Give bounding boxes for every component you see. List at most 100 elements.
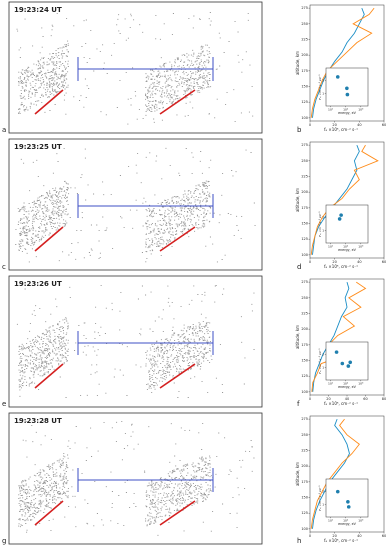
inset-y-tick-label: 2: [322, 79, 324, 83]
y-tick-label: 250: [301, 22, 308, 26]
inset-y-tick-label: 2: [322, 216, 324, 220]
profile-line: [310, 418, 360, 529]
y-tick-label: 225: [301, 37, 308, 41]
x-axis-label: fₑ ×10⁵, cm⁻² s⁻¹: [324, 264, 358, 269]
y-tick-label: 275: [301, 6, 308, 10]
inset-x-tick-label: 10³: [358, 382, 364, 386]
y-tick-label: 125: [301, 511, 308, 515]
inset-y-tick-label: 1: [322, 365, 324, 369]
x-tick-label: 60: [382, 123, 386, 127]
inset-y-tick-label: 1: [322, 228, 324, 232]
y-tick-label: 175: [301, 206, 308, 210]
inset-x-label: energy, eV: [338, 111, 357, 115]
image-panel: [8, 1, 263, 134]
y-tick-label: 150: [301, 222, 308, 226]
inset-x-tick-label: 10³: [358, 519, 364, 523]
image-panel: [8, 138, 263, 271]
inset-point: [334, 350, 339, 354]
y-tick-label: 150: [301, 359, 308, 363]
inset-x-tick-label: 10¹: [328, 108, 334, 112]
x-tick-label: 20: [332, 534, 336, 538]
x-axis-label: fₑ ×10⁵, cm⁻² s⁻¹: [324, 401, 358, 406]
x-tick-label: 40: [357, 534, 361, 538]
x-tick-label: 60: [382, 260, 386, 264]
y-tick-label: 150: [301, 496, 308, 500]
y-axis-label: altitude, km: [295, 325, 300, 349]
y-tick-label: 250: [301, 433, 308, 437]
y-tick-label: 175: [301, 69, 308, 73]
inset-y-label: Fₑ, cm⁻² s⁻¹ eV⁻¹: [318, 348, 322, 374]
inset-y-tick-label: 2: [322, 353, 324, 357]
x-tick-label: 20: [326, 397, 330, 401]
arc-marker: [34, 89, 64, 115]
panel-letter: a: [2, 126, 6, 134]
arc-marker: [159, 89, 196, 115]
inset-x-tick-label: 10³: [358, 108, 364, 112]
inset-point: [345, 86, 349, 91]
inset-frame: [325, 204, 369, 244]
profile-line: [310, 144, 379, 255]
profile-line: [311, 281, 367, 392]
profile-line: [312, 282, 350, 392]
profile-line: [312, 418, 350, 529]
y-tick-label: 125: [301, 374, 308, 378]
x-tick-label: 0: [309, 260, 311, 264]
arc-marker: [34, 363, 64, 389]
inset-x-label: energy, eV: [338, 248, 357, 252]
arc-marker: [34, 226, 64, 252]
inset-point: [345, 92, 350, 97]
y-tick-label: 225: [301, 311, 308, 315]
arc-marker: [159, 226, 196, 252]
inset-x-tick-label: 10¹: [328, 519, 334, 523]
y-tick-label: 225: [301, 448, 308, 452]
image-speckles: [18, 420, 255, 536]
y-tick-label: 100: [301, 116, 308, 120]
y-tick-label: 175: [301, 480, 308, 484]
y-tick-label: 250: [301, 296, 308, 300]
y-axis-label: altitude, km: [295, 462, 300, 486]
inset-point: [335, 489, 340, 494]
inset-y-label: Fₑ, cm⁻² s⁻¹ eV⁻¹: [318, 74, 322, 100]
x-axis-label: fₑ ×10⁵, cm⁻² s⁻¹: [324, 538, 358, 543]
x-tick-label: 20: [332, 260, 336, 264]
x-tick-label: 20: [332, 123, 336, 127]
y-tick-label: 275: [301, 143, 308, 147]
y-tick-label: 150: [301, 85, 308, 89]
arc-marker: [34, 500, 64, 526]
x-tick-label: 60: [382, 534, 386, 538]
inset-x-tick-label: 10²: [343, 519, 349, 523]
inset-x-label: energy, eV: [338, 522, 357, 526]
x-tick-label: 40: [357, 260, 361, 264]
y-tick-label: 125: [301, 100, 308, 104]
x-tick-label: 80: [382, 397, 386, 401]
y-tick-label: 275: [301, 280, 308, 284]
panel-letter: d: [297, 263, 301, 271]
y-tick-label: 200: [301, 190, 308, 194]
x-axis-label: fₑ ×10⁵, cm⁻² s⁻¹: [324, 127, 358, 132]
panel-letter: h: [297, 537, 301, 545]
time-label: 19:23:28 UT: [14, 417, 62, 425]
image-speckles: [16, 12, 254, 125]
inset-x-tick-label: 10²: [343, 245, 349, 249]
y-tick-label: 200: [301, 327, 308, 331]
inset-point: [346, 505, 351, 509]
inset-y-tick-label: 1: [322, 91, 324, 95]
time-label: 19:23:24 UT: [14, 6, 62, 14]
inset-x-tick-label: 10²: [343, 382, 349, 386]
y-tick-label: 125: [301, 237, 308, 241]
inset-frame: [325, 341, 369, 381]
inset-y-label: Fₑ, cm⁻² s⁻¹ eV⁻¹: [318, 485, 322, 511]
x-tick-label: 40: [357, 123, 361, 127]
image-speckles: [16, 284, 255, 398]
inset-x-tick-label: 10¹: [328, 245, 334, 249]
inset-point: [335, 75, 340, 79]
inset-point: [339, 213, 343, 217]
inset-x-tick-label: 10¹: [328, 382, 334, 386]
inset-x-label: energy, eV: [338, 385, 357, 389]
panel-letter: c: [2, 263, 6, 271]
inset-point: [337, 217, 342, 221]
x-tick-label: 60: [363, 397, 367, 401]
time-label: 19:23:26 UT: [14, 280, 62, 288]
x-tick-label: 0: [309, 123, 311, 127]
